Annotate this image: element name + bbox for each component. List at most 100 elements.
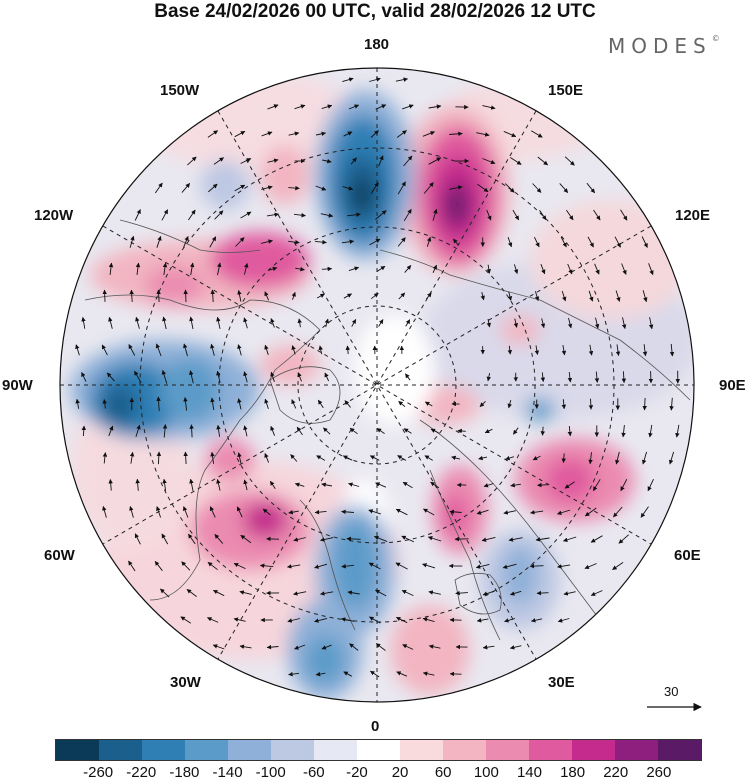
- wind-arrow: [81, 316, 86, 329]
- wind-arrow: [530, 130, 543, 138]
- wind-arrow: [351, 319, 357, 327]
- wind-arrow: [560, 236, 567, 248]
- wind-arrow: [341, 564, 354, 569]
- wind-arrow: [539, 209, 547, 221]
- wind-arrow: [101, 344, 108, 356]
- wind-arrow: [396, 671, 408, 677]
- wind-arrow: [425, 292, 432, 300]
- wind-arrow: [453, 238, 459, 246]
- wind-arrow: [484, 428, 493, 434]
- wind-arrow: [375, 104, 387, 110]
- wind-arrow: [134, 209, 141, 221]
- colorbar-label: 100: [473, 764, 499, 781]
- wind-arrow: [476, 509, 489, 515]
- wind-arrow: [297, 318, 302, 328]
- wind-arrow: [261, 185, 273, 190]
- wind-arrow: [422, 671, 435, 676]
- lon-label-90w: 90W: [2, 377, 33, 394]
- wind-arrow: [423, 182, 434, 194]
- wind-scale-arrow: [647, 702, 702, 712]
- colorbar-cell: [185, 740, 228, 760]
- wind-arrow: [75, 344, 80, 356]
- wind-arrow: [320, 591, 334, 596]
- wind-arrow: [586, 182, 596, 194]
- wind-arrow: [129, 235, 135, 248]
- modes-logo: MODES©: [608, 34, 720, 58]
- graticule: [60, 68, 694, 702]
- wind-arrow: [210, 397, 215, 411]
- wind-arrow: [243, 479, 248, 491]
- lon-label-0: 0: [371, 718, 380, 735]
- wind-arrow: [588, 452, 593, 465]
- wind-arrow: [156, 289, 161, 303]
- wind-arrow: [590, 535, 603, 543]
- wind-arrow: [294, 482, 305, 487]
- wind-vectors: [75, 77, 681, 678]
- wind-arrow: [397, 455, 407, 461]
- wind-arrow: [621, 263, 627, 275]
- wind-arrow: [216, 316, 221, 329]
- wind-arrow: [260, 239, 273, 244]
- wind-arrow: [321, 644, 332, 650]
- wind-arrow: [129, 289, 134, 302]
- wind-arrow: [368, 509, 381, 515]
- wind-arrow: [567, 263, 573, 275]
- wind-arrow: [162, 424, 168, 438]
- coastlines: [84, 219, 691, 641]
- wind-arrow: [369, 616, 381, 624]
- wind-arrow: [479, 400, 486, 408]
- wind-arrow: [668, 451, 675, 465]
- wind-arrow: [316, 293, 325, 299]
- wind-arrow: [557, 618, 570, 623]
- wind-arrow: [293, 537, 306, 542]
- wind-arrow: [376, 428, 385, 434]
- colorbar-label: 260: [646, 764, 672, 781]
- wind-arrow: [237, 289, 242, 302]
- wind-arrow: [567, 317, 573, 329]
- wind-arrow: [486, 209, 492, 221]
- wind-arrow: [341, 509, 354, 515]
- wind-arrow: [486, 264, 492, 274]
- wind-arrow: [288, 131, 300, 136]
- wind-arrow: [135, 424, 141, 438]
- wind-arrow: [402, 481, 413, 489]
- wind-arrow: [235, 237, 245, 247]
- wind-arrow: [183, 235, 189, 248]
- wind-arrow: [267, 104, 279, 110]
- wind-arrow: [402, 104, 414, 110]
- wind-arrow: [315, 131, 327, 137]
- wind-arrow: [81, 425, 87, 437]
- wind-arrow: [505, 455, 515, 461]
- wind-arrow: [402, 644, 414, 650]
- wind-arrow: [290, 454, 298, 462]
- wind-arrow: [81, 371, 87, 382]
- wind-arrow: [369, 455, 380, 461]
- wind-arrow: [288, 671, 300, 677]
- wind-arrow: [102, 452, 108, 464]
- wind-arrow: [540, 426, 546, 436]
- wind-arrow: [189, 424, 194, 438]
- wind-arrow: [612, 562, 624, 570]
- wind-arrow: [503, 510, 516, 515]
- wind-arrow: [239, 590, 252, 595]
- wind-arrow: [291, 291, 296, 300]
- wind-arrow: [432, 208, 438, 221]
- wind-arrow: [102, 289, 107, 302]
- wind-arrow: [214, 210, 224, 220]
- wind-arrow: [530, 510, 544, 515]
- colorbar-label: -220: [126, 764, 157, 781]
- wind-arrow: [509, 590, 522, 596]
- wind-arrow: [291, 399, 297, 409]
- wind-arrow: [592, 479, 601, 492]
- lon-label-90e: 90E: [719, 377, 746, 394]
- wind-arrow: [369, 238, 381, 246]
- wind-arrow: [128, 560, 136, 572]
- wind-arrow: [345, 345, 351, 355]
- wind-arrow: [206, 617, 219, 623]
- wind-arrow: [561, 345, 567, 356]
- wind-arrow: [233, 617, 246, 622]
- wind-arrow: [449, 131, 463, 137]
- wind-arrow: [297, 372, 302, 382]
- wind-arrow: [321, 104, 333, 110]
- wind-arrow: [240, 534, 252, 544]
